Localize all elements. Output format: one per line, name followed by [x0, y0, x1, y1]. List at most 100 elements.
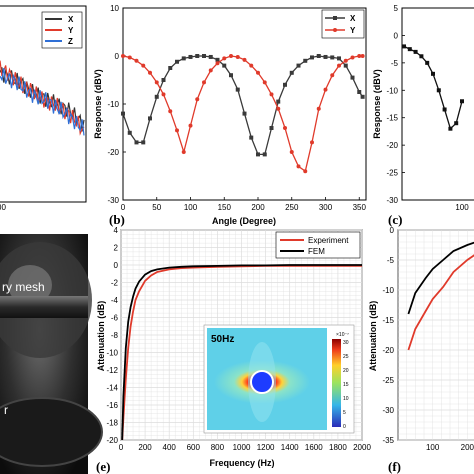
- panel-a-legend-entry: Z: [68, 37, 73, 46]
- panel-b-point: [310, 55, 314, 60]
- panel-f-xtick-label: 100: [426, 443, 440, 452]
- panel-b-legend: XY: [321, 9, 365, 39]
- panel-e-ytick-label: -8: [111, 331, 119, 340]
- panel-b-xtick-label: 50: [152, 203, 161, 212]
- panel-b-point: [154, 94, 159, 99]
- panel-e-ytick-label: -20: [106, 436, 118, 445]
- panel-f-ytick-label: 0: [390, 226, 395, 235]
- panel-b-point: [168, 66, 173, 70]
- panel-e-ytick-label: -4: [111, 296, 119, 305]
- panel-e-xtick-label: 2000: [353, 443, 371, 452]
- panel-f-ytick-label: -35: [382, 436, 394, 445]
- panel-c-frame: [401, 7, 474, 201]
- panel-c-point: [402, 44, 406, 49]
- panel-f-ytick-label: -10: [382, 286, 394, 295]
- panel-b-point: [360, 94, 365, 99]
- panel-c-ytick-label: -20: [386, 141, 398, 150]
- panel-b-point: [161, 92, 166, 97]
- panel-b-point: [303, 169, 308, 174]
- panel-b-xtick-label: 300: [319, 203, 333, 212]
- panel-f-ytick-label: -20: [382, 346, 394, 355]
- photo-base: [0, 397, 103, 467]
- panel-b-point: [269, 92, 274, 97]
- panel-b-point: [148, 116, 152, 121]
- panel-b-point: [242, 57, 247, 62]
- panel-b-point: [141, 63, 146, 68]
- panel-e-xtick-label: 1200: [257, 443, 275, 452]
- panel-e-xtick-label: 1600: [305, 443, 323, 452]
- panel-e-ytick-label: 0: [114, 261, 119, 270]
- panel-f-ticks: 0-5-10-15-20-25-30-35100200300: [382, 226, 474, 452]
- panel-b-point: [188, 54, 193, 59]
- panel-f: 0-5-10-15-20-25-30-35100200300 Attenuati…: [368, 226, 474, 474]
- panel-f-ylabel: Attenuation (dB): [368, 301, 378, 371]
- panel-e-ytick-label: -6: [111, 314, 119, 323]
- panel-f-label: (f): [388, 459, 401, 474]
- panel-b-point: [289, 150, 294, 154]
- panel-c-label: (c): [388, 212, 402, 227]
- inset-colorbar: [332, 339, 341, 427]
- panel-a: 00 XYZ: [0, 5, 87, 212]
- panel-f-ytick-label: -15: [382, 316, 394, 325]
- panel-c-ytick-label: 0: [394, 31, 399, 40]
- panel-b-point: [303, 58, 308, 63]
- panel-f-series-red: [407, 254, 474, 351]
- panel-b-point: [256, 70, 260, 75]
- panel-b-point: [202, 54, 206, 58]
- panel-b-legend-entry: X: [350, 14, 356, 23]
- panel-e-legend: Experiment FEM: [275, 231, 361, 259]
- panel-b-point: [161, 78, 166, 82]
- panel-c-ytick-label: -30: [386, 196, 398, 205]
- panel-b-point: [168, 109, 173, 114]
- panel-b-point: [343, 63, 348, 68]
- panel-e-xtick-label: 400: [163, 443, 177, 452]
- inset-label: 50Hz: [211, 334, 234, 345]
- panel-b-point: [357, 54, 362, 58]
- panel-b-legend-box: [321, 9, 365, 39]
- panel-c-point: [442, 107, 447, 112]
- panel-b-point: [242, 111, 247, 116]
- panel-c-point: [448, 126, 453, 131]
- panel-b-point: [316, 106, 321, 111]
- panel-b-xtick-label: 250: [285, 203, 299, 212]
- panel-b-point: [330, 73, 335, 78]
- panel-b-point: [134, 58, 139, 63]
- panel-b-point: [208, 54, 213, 59]
- panel-b-point: [262, 80, 267, 85]
- panel-f-ytick-label: -25: [382, 376, 394, 385]
- panel-b-point: [121, 111, 125, 116]
- panel-f-series: [407, 241, 474, 351]
- panel-a-series-z: [0, 68, 85, 136]
- panel-a-legend-entry: Y: [68, 26, 74, 35]
- inset-colorbar-tick: 25: [343, 354, 349, 360]
- panel-c-point: [436, 88, 441, 93]
- panel-b-point: [249, 135, 254, 140]
- panel-b-xtick-label: 100: [184, 203, 198, 212]
- panel-f-xtick-label: 200: [461, 443, 474, 452]
- panel-b-point: [148, 70, 152, 75]
- panel-b-ytick-label: -30: [107, 196, 119, 205]
- panel-c-point: [407, 47, 412, 52]
- panel-b-xtick-label: 150: [218, 203, 232, 212]
- inset-colorbar-tick: 20: [343, 368, 349, 374]
- panel-b-xlabel: Angle (Degree): [212, 216, 276, 226]
- panel-b-ytick-label: 10: [110, 4, 119, 13]
- panel-b-ytick-label: -20: [107, 148, 119, 157]
- panel-e-series-fem: [121, 264, 362, 441]
- panel-d-photo: ry mesh r: [0, 234, 103, 474]
- panel-b-point: [350, 55, 355, 60]
- inset-colorbar-ticks: 30 25 20 15 10 5 0: [343, 340, 349, 430]
- panel-b-point: [141, 140, 146, 145]
- panel-b-label: (b): [109, 212, 125, 227]
- panel-b-point: [195, 54, 200, 58]
- panel-c-series: [402, 44, 464, 131]
- panel-e-ytick-label: -18: [106, 419, 118, 428]
- panel-e-series: [121, 264, 362, 441]
- panel-b-xtick-label: 200: [251, 203, 265, 212]
- panel-e-legend-entry: FEM: [308, 247, 325, 256]
- panel-e-xtick-label: 1400: [281, 443, 299, 452]
- panel-b-point: [215, 57, 220, 62]
- panel-e-ytick-label: -2: [111, 279, 119, 288]
- panel-e-xlabel: Frequency (Hz): [209, 458, 274, 468]
- photo-label-mesh: ry mesh: [2, 280, 45, 294]
